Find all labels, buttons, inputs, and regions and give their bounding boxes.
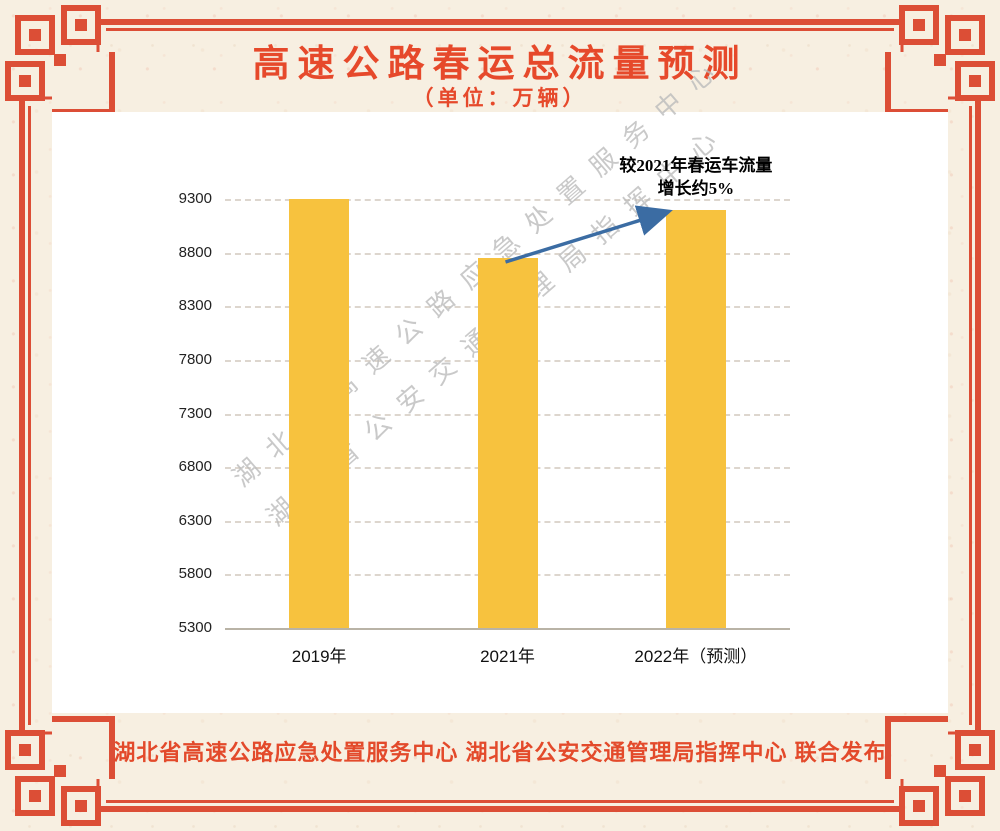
bar-chart: 湖北省高速公路应急处置服务中心 湖北省公安交通管理局指挥中心 较2021年春运车… xyxy=(52,47,948,713)
border-bottom-inner-line xyxy=(124,800,876,803)
bar-2022年（预测） xyxy=(665,209,726,628)
growth-annotation-line-2: 增长约5% xyxy=(657,179,735,198)
x-axis-tick-label: 2021年 xyxy=(480,647,535,666)
y-axis-tick-label: 5800 xyxy=(178,565,212,583)
gridline-8800 xyxy=(225,252,790,255)
y-axis-tick-label: 8800 xyxy=(178,243,212,261)
y-axis-tick-label: 5300 xyxy=(178,619,212,636)
border-top-outer-line xyxy=(124,19,876,25)
bar-2019年 xyxy=(289,199,350,628)
publisher-footer: 湖北省高速公路应急处置服务中心 湖北省公安交通管理局指挥中心 联合发布 xyxy=(113,740,887,765)
x-axis-tick-label: 2022年（预测） xyxy=(634,647,758,666)
y-axis-tick-label: 7800 xyxy=(178,350,212,368)
border-top-inner-line xyxy=(124,28,876,31)
border-right-inner-line xyxy=(969,124,972,707)
growth-arrow xyxy=(504,205,673,264)
y-axis-tick-label: 6300 xyxy=(178,511,212,529)
y-axis-tick-label: 8300 xyxy=(178,297,212,315)
border-right-outer-line xyxy=(975,124,981,707)
poster-unit-subtitle: （单位：万辆） xyxy=(412,87,588,110)
y-axis-tick-label: 6800 xyxy=(178,458,212,476)
growth-annotation-line-1: 较2021年春运车流量 xyxy=(619,156,773,175)
x-axis-baseline xyxy=(225,628,790,630)
y-axis-tick-label: 9300 xyxy=(178,190,212,207)
bar-2021年 xyxy=(477,257,538,628)
poster-title: 高速公路春运总流量预测 xyxy=(252,43,748,84)
border-left-inner-line xyxy=(28,124,31,707)
growth-annotation: 较2021年春运车流量 增长约5% xyxy=(556,154,836,200)
gridline-9300 xyxy=(225,199,790,201)
y-axis-tick-label: 7300 xyxy=(178,404,212,422)
x-axis-tick-label: 2019年 xyxy=(291,647,347,666)
border-left-outer-line xyxy=(19,124,25,707)
border-bottom-outer-line xyxy=(124,806,876,812)
chart-card: 湖北省高速公路应急处置服务中心 湖北省公安交通管理局指挥中心 较2021年春运车… xyxy=(52,47,948,713)
